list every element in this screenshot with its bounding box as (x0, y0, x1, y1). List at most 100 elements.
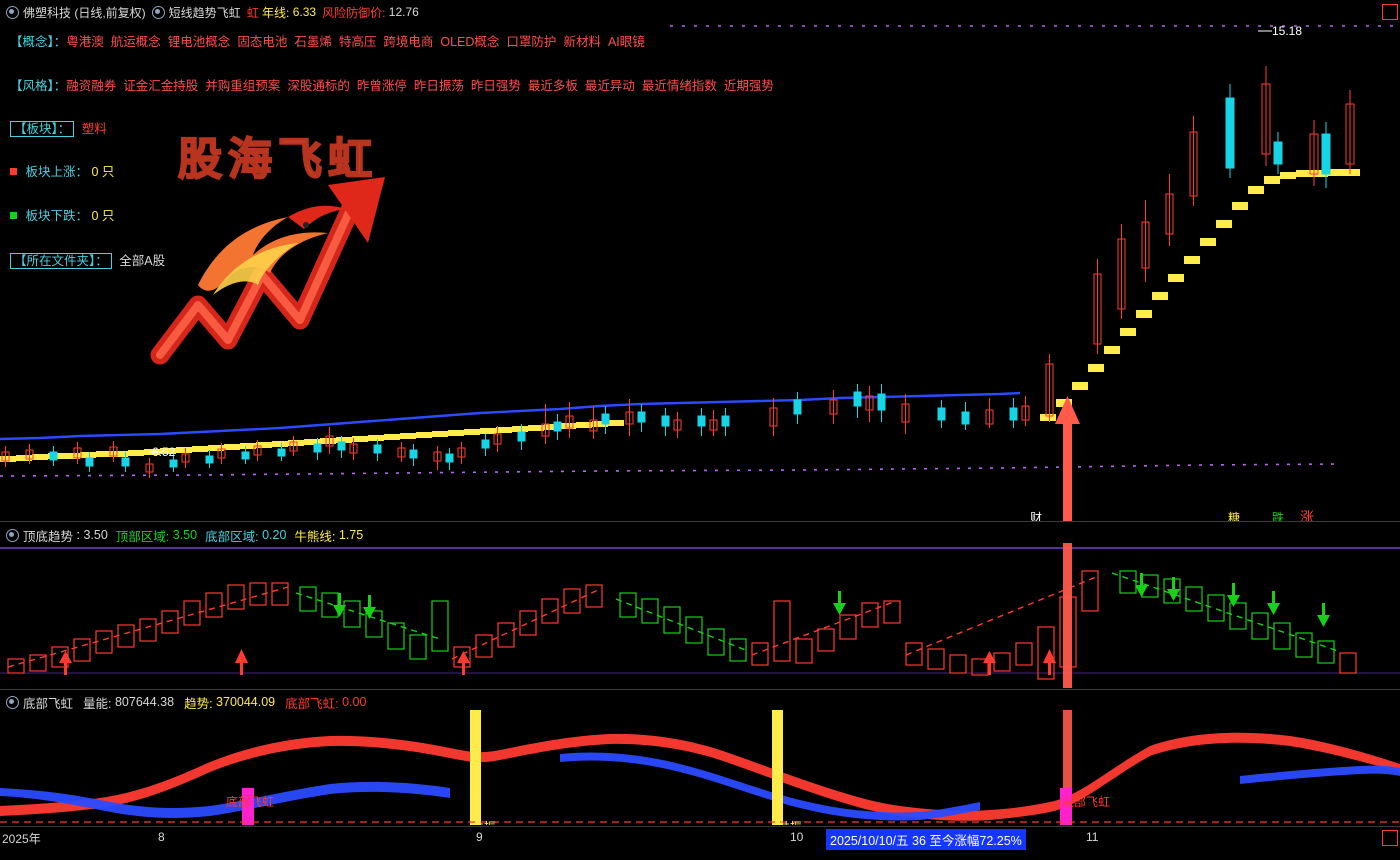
up-label: 板块上涨： (25, 165, 88, 179)
style-keyword-6[interactable]: 昨日强势 (470, 79, 521, 93)
up-value: 0 只 (91, 165, 115, 179)
divider-2 (0, 689, 1400, 690)
year-line-label: 年线: (262, 5, 290, 20)
down-label: 板块下跌： (25, 209, 88, 223)
axis-tick-2: 9 (476, 830, 483, 844)
main-price-pane[interactable]: 15.18 6.52 股海网提供 Www.Guhai.Com.CN 财 糖 跌 … (0, 24, 1400, 521)
stock-title: 佛塑科技 (日线,前复权) (23, 5, 146, 20)
pane2-item2-label: 牛熊线: (294, 529, 336, 544)
pane3-item1-value: 370044.09 (216, 695, 276, 709)
axis-tick-0: 2025年 (2, 832, 41, 846)
style-line: 【风格】：融资融券 证金汇金持股 并购重组预案 深股通标的 昨曾涨停 昨日振荡 昨日强势 最近… (10, 75, 781, 94)
divider-1 (0, 521, 1400, 522)
green-bars (299, 570, 1335, 664)
high-price-label: 15.18 (1272, 24, 1303, 38)
style-keyword-3[interactable]: 深股通标的 (287, 79, 350, 93)
gear-icon[interactable] (6, 528, 19, 542)
concept-keyword-9[interactable]: 新材料 (563, 35, 601, 49)
yellow-trend-ribbon (0, 169, 1360, 462)
folder-value[interactable]: 全部A股 (119, 254, 166, 268)
red-bars (7, 570, 1357, 680)
style-keyword-8[interactable]: 最近异动 (584, 79, 635, 93)
pane3-item2-value: 0.00 (342, 695, 367, 709)
bottom-tag-1: 底部飞虹 (226, 795, 275, 809)
overlay-label-tang: 糖 (1228, 511, 1241, 521)
indicator-title-group[interactable]: 短线趋势飞虹 (151, 4, 241, 21)
sector-label: 【板块】： (10, 121, 75, 137)
bottom-tag-2: 底部飞虹 (1062, 795, 1111, 809)
concept-keyword-7[interactable]: OLED概念 (440, 35, 500, 49)
folder-line: 【所在文件夹】： 全部A股 (10, 250, 165, 269)
rainbow-label: 虹 (246, 5, 259, 20)
stock-title-group[interactable]: 佛塑科技 (日线,前复权) (6, 4, 146, 21)
magenta-signal-bars (242, 788, 1072, 825)
entry-arrow-shaft (1063, 543, 1072, 688)
risk-value: 12.76 (388, 5, 419, 19)
style-keyword-0[interactable]: 融资融券 (66, 79, 117, 93)
concept-label: 【概念】： (10, 35, 67, 49)
pane2-header[interactable]: 顶底趋势 : 3.50 顶部区域: 3.50 底部区域: 0.20 牛熊线: 1… (6, 524, 363, 546)
entry-arrow-annotation (1055, 396, 1080, 521)
down-value: 0 只 (91, 209, 115, 223)
main-price-chart (0, 25, 1400, 521)
style-keyword-5[interactable]: 昨日振荡 (413, 79, 464, 93)
resonance-tag-1: 共振 (472, 818, 496, 825)
concept-keyword-3[interactable]: 固态电池 (237, 35, 288, 49)
style-label: 【风格】： (10, 79, 67, 93)
folder-label: 【所在文件夹】： (10, 253, 112, 269)
concept-keyword-8[interactable]: 口罩防护 (506, 35, 557, 49)
top-bottom-trend-pane[interactable] (0, 543, 1400, 688)
entry-arrow-shaft-lower (1063, 710, 1072, 788)
resonance-tag-2: 共振 (778, 818, 802, 825)
overlay-label-cai: 财 (1030, 511, 1043, 521)
style-keyword-9[interactable]: 最近情绪指数 (641, 79, 717, 93)
axis-tick-4: 11 (1086, 830, 1099, 844)
window-marker-icon[interactable] (1382, 4, 1398, 20)
axis-tick-3: 10 (790, 830, 804, 844)
bottom-rainbow-pane[interactable]: 底部飞虹 底部飞虹 共振 共振 (0, 710, 1400, 825)
up-square-icon (10, 168, 17, 175)
sector-line: 【板块】： 塑料 (10, 118, 107, 137)
axis-marker-icon[interactable] (1382, 830, 1398, 846)
brand-logo: 股海飞虹 (150, 115, 420, 385)
concept-keyword-5[interactable]: 特高压 (338, 35, 377, 49)
risk-label: 风险防御价: (322, 5, 386, 20)
style-keyword-4[interactable]: 昨曾涨停 (356, 79, 407, 93)
bottom-rainbow-chart (0, 710, 1400, 825)
concept-keyword-10[interactable]: AI眼镜 (607, 35, 645, 49)
gear-icon (6, 5, 19, 19)
concept-keyword-4[interactable]: 石墨烯 (294, 35, 332, 49)
sector-value[interactable]: 塑料 (81, 122, 107, 136)
green-dashed-line (295, 572, 1339, 652)
axis-line (0, 826, 1400, 827)
pane3-item2-label: 底部飞虹: (285, 696, 339, 711)
status-readout: 2025/10/10/五 36 至今涨幅72.25% (826, 829, 1026, 850)
time-axis[interactable]: 2025年 8 9 10 11 2025/10/10/五 36 至今涨幅72.25% (0, 826, 1400, 860)
style-keyword-10[interactable]: 近期强势 (723, 79, 774, 93)
red-ribbon (0, 732, 1400, 821)
style-keyword-list[interactable]: 融资融券 证金汇金持股 并购重组预案 深股通标的 昨曾涨停 昨日振荡 昨日强势 最近多板 最近异… (66, 79, 781, 93)
concept-keyword-6[interactable]: 跨境电商 (383, 35, 434, 49)
concept-keyword-0[interactable]: 粤港澳 (66, 35, 104, 49)
concept-keyword-1[interactable]: 航运概念 (110, 35, 161, 49)
gear-icon (151, 5, 165, 19)
concept-keyword-list[interactable]: 粤港澳 航运概念 锂电池概念 固态电池 石墨烯 特高压 跨境电商 OLED概念 口罩防护 新材料 A… (66, 35, 652, 49)
pane2-item2-value: 1.75 (338, 528, 364, 542)
sector-down-line: 板块下跌： 0 只 (10, 205, 114, 224)
pane2-item0-value: 3.50 (172, 528, 198, 542)
top-bottom-trend-chart (0, 543, 1400, 688)
concept-keyword-2[interactable]: 锂电池概念 (167, 35, 231, 49)
candlestick-series (1, 66, 1355, 478)
pane2-value: 3.50 (83, 528, 108, 542)
down-square-icon (10, 212, 17, 219)
pane3-header[interactable]: 底部飞虹 量能: 807644.38 趋势: 370044.09 底部飞虹: 0… (6, 691, 366, 713)
style-keyword-2[interactable]: 并购重组预案 (205, 79, 281, 93)
logo-text: 股海飞虹 (177, 133, 378, 186)
gear-icon[interactable] (6, 695, 19, 709)
style-keyword-1[interactable]: 证金汇金持股 (123, 79, 199, 93)
overlay-label-die: 跌 (1272, 511, 1285, 521)
blue-ma-line (0, 391, 1021, 441)
style-keyword-7[interactable]: 最近多板 (527, 79, 578, 93)
low-price-label: 6.52 (152, 445, 176, 459)
